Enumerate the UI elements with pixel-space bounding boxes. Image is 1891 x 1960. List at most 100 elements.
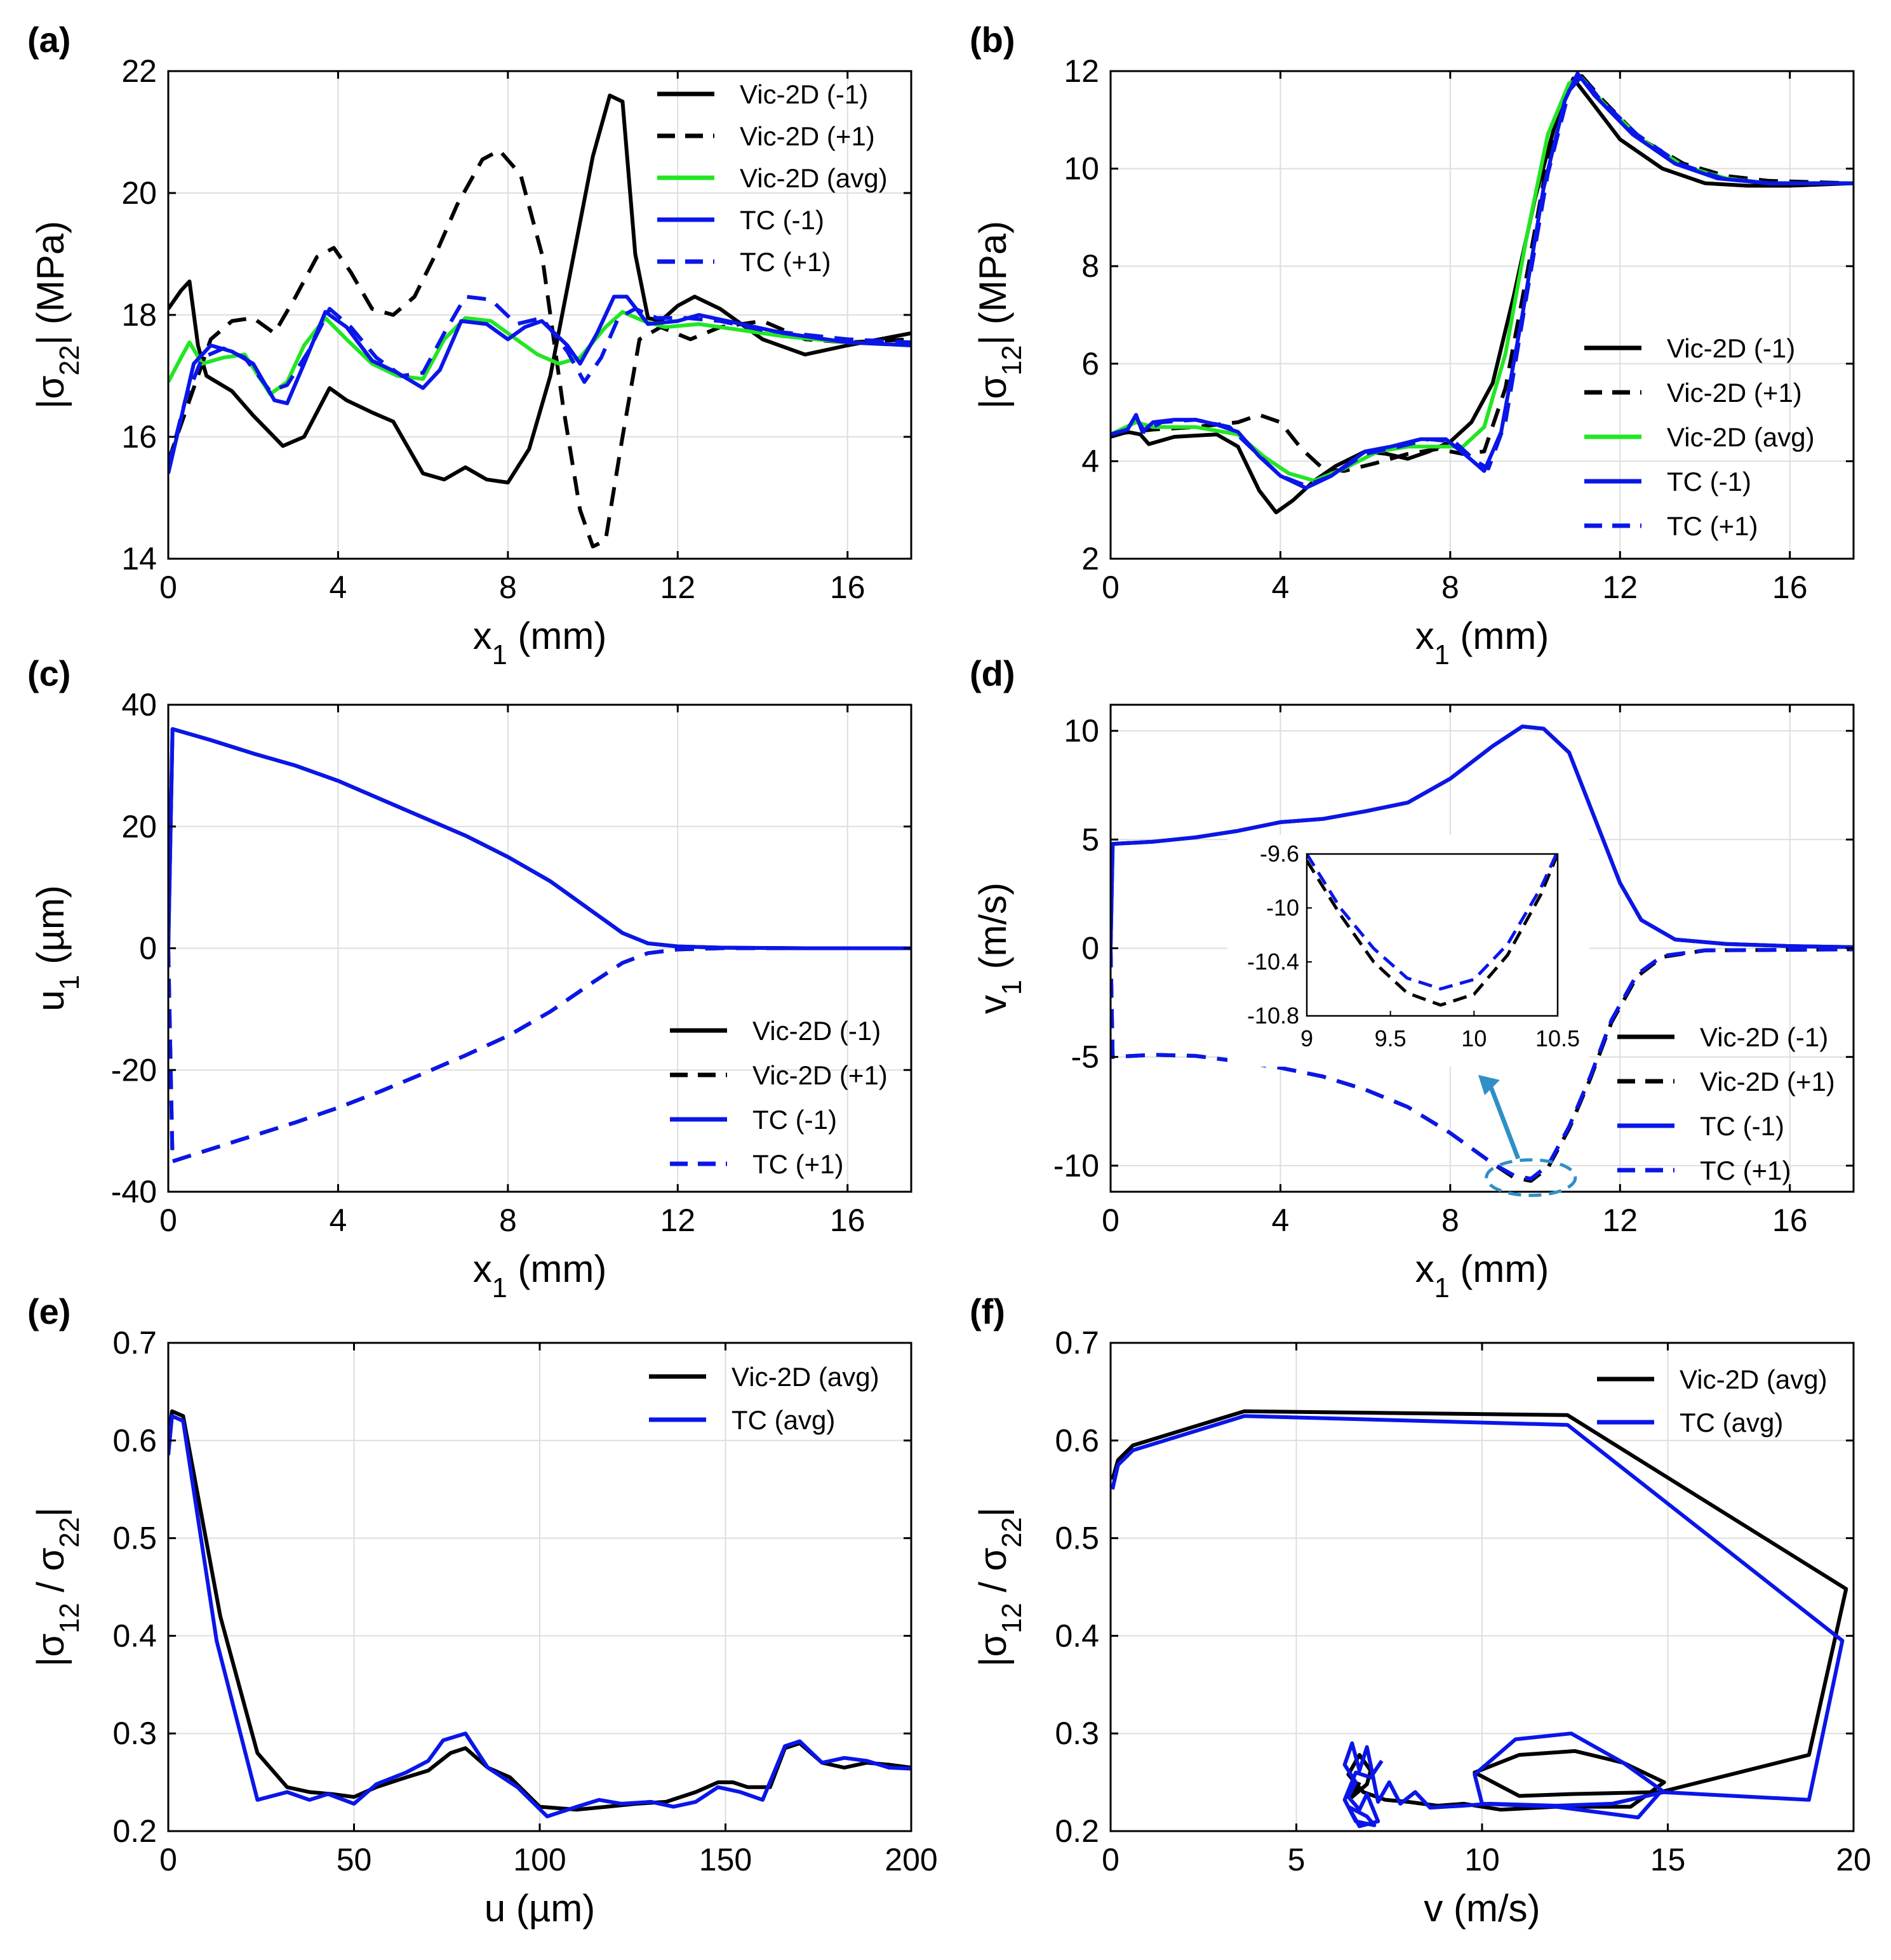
xtick-label: 0 xyxy=(159,1842,177,1877)
x-axis-label-b: x1 (mm) xyxy=(1415,615,1549,670)
inset-series-line-1 xyxy=(1307,854,1558,991)
xtick-label: 15 xyxy=(1650,1842,1686,1877)
zoom-arrow-head xyxy=(1478,1075,1500,1095)
xtick-label: 16 xyxy=(1772,570,1808,605)
legend-label: Vic-2D (-1) xyxy=(740,79,868,109)
series-line-c-2 xyxy=(168,727,911,950)
xtick-label: 4 xyxy=(1272,570,1290,605)
inset-ytick-label: -9.6 xyxy=(1260,841,1299,867)
xtick-label: 0 xyxy=(159,1203,177,1238)
xtick-label: 8 xyxy=(1441,1203,1459,1238)
xtick-label: 4 xyxy=(330,1203,347,1238)
inset-xtick-label: 10 xyxy=(1461,1025,1487,1051)
y-axis-label-c: u1 (µm) xyxy=(29,885,85,1011)
panel-label-a: (a) xyxy=(27,20,70,60)
ytick-label: 6 xyxy=(1081,346,1099,382)
panel-label-c: (c) xyxy=(27,653,70,693)
series-line-e-1 xyxy=(168,1414,911,1818)
legend-b: Vic-2D (-1) Vic-2D (+1) Vic-2D (avg) TC (-1… xyxy=(1584,333,1815,541)
y-axis-label-f: |σ12 / σ22| xyxy=(972,1507,1027,1667)
inset-ytick-label: -10.8 xyxy=(1247,1003,1299,1029)
legend-e: Vic-2D (avg) TC (avg) xyxy=(649,1362,879,1435)
xtick-label: 0 xyxy=(1102,1203,1119,1238)
y-axis-label-b: |σ12| (MPa) xyxy=(972,221,1027,409)
series-line-a-3 xyxy=(168,295,911,474)
ytick-label: -20 xyxy=(111,1052,157,1088)
xtick-label: 16 xyxy=(830,1203,865,1238)
series-line-d-2 xyxy=(1111,724,1854,949)
ytick-label: 0.6 xyxy=(112,1423,157,1458)
xtick-label: 20 xyxy=(1836,1842,1871,1877)
ytick-label: 20 xyxy=(121,175,157,211)
ytick-label: 16 xyxy=(121,419,157,455)
legend-label: TC (avg) xyxy=(1680,1408,1783,1437)
legend-c: Vic-2D (-1) Vic-2D (+1) TC (-1) TC (+1) xyxy=(670,1016,888,1179)
ytick-label: 5 xyxy=(1081,822,1099,857)
xtick-label: 12 xyxy=(660,1203,695,1238)
y-axis-label-a: |σ22| (MPa) xyxy=(29,221,85,409)
axes-box-b xyxy=(1109,70,1855,560)
ytick-label: -5 xyxy=(1071,1039,1099,1075)
xtick-label: 5 xyxy=(1288,1842,1306,1877)
ytick-label: 0.2 xyxy=(112,1813,157,1849)
xtick-label: 100 xyxy=(513,1842,566,1877)
legend-a: Vic-2D (-1) Vic-2D (+1) Vic-2D (avg) TC (-1… xyxy=(657,79,888,277)
legend-label: TC (-1) xyxy=(1667,467,1751,497)
ytick-label: 0.5 xyxy=(112,1521,157,1556)
ytick-label: 14 xyxy=(121,541,157,577)
ytick-label: 0.4 xyxy=(1055,1618,1099,1653)
ytick-label: -10 xyxy=(1053,1148,1099,1183)
y-axis-label-e: |σ12 / σ22| xyxy=(29,1507,85,1667)
panel-c: 0 4 8 12 16 -40 -20 0 20 40 x1 (mm) u1 (µm) (c) Vic-2… xyxy=(27,653,912,1303)
xtick-label: 16 xyxy=(1772,1203,1808,1238)
series-line-d-3 xyxy=(1111,947,1854,1181)
panel-label-f: (f) xyxy=(970,1291,1005,1331)
inset-ytick-label: -10 xyxy=(1266,895,1299,921)
ytick-label: 0 xyxy=(139,931,157,966)
ytick-label: 0.5 xyxy=(1055,1521,1099,1556)
ytick-label: 0 xyxy=(1081,931,1099,966)
legend-d: Vic-2D (-1) Vic-2D (+1) TC (-1) TC (+1) xyxy=(1617,1022,1835,1185)
legend-label: TC (-1) xyxy=(752,1105,837,1135)
series-group-e xyxy=(168,1409,911,1818)
legend-label: TC (avg) xyxy=(732,1405,835,1435)
legend-label: TC (+1) xyxy=(740,247,831,277)
legend-label: TC (-1) xyxy=(1700,1111,1784,1141)
legend-label: Vic-2D (-1) xyxy=(752,1016,881,1046)
series-group-d xyxy=(1111,724,1854,1183)
legend-label: Vic-2D (-1) xyxy=(1700,1022,1828,1052)
legend-label: Vic-2D (+1) xyxy=(1667,378,1802,408)
legend-label: Vic-2D (+1) xyxy=(740,121,875,151)
y-axis-label-d: v1 (m/s) xyxy=(972,883,1027,1014)
series-line-b-4 xyxy=(1111,74,1854,488)
legend-label: TC (+1) xyxy=(752,1149,844,1179)
series-line-c-3 xyxy=(168,946,911,1164)
panel-f: 0 5 10 15 20 0.2 0.3 0.4 0.5 0.6 0.7 v (m/s) |σ12 / … xyxy=(970,1291,1871,1930)
inset-xtick-label: 9 xyxy=(1300,1025,1313,1051)
ytick-label: 10 xyxy=(1064,713,1099,749)
inset-background xyxy=(1227,835,1589,1067)
ytick-label: 2 xyxy=(1081,541,1099,577)
series-line-f-0 xyxy=(1111,1409,1848,1812)
legend-label: Vic-2D (avg) xyxy=(732,1362,879,1392)
x-axis-label-c: x1 (mm) xyxy=(473,1248,607,1303)
ytick-label: 18 xyxy=(121,297,157,333)
legend-label: TC (+1) xyxy=(1700,1156,1791,1185)
legend-label: Vic-2D (avg) xyxy=(1680,1364,1828,1394)
ytick-label: 40 xyxy=(121,687,157,723)
x-axis-label-e: u (µm) xyxy=(484,1887,596,1930)
panel-label-d: (d) xyxy=(970,653,1015,693)
xtick-label: 16 xyxy=(830,570,865,605)
ytick-label: 0.7 xyxy=(112,1325,157,1361)
legend-f: Vic-2D (avg) TC (avg) xyxy=(1597,1364,1828,1437)
ytick-label: 4 xyxy=(1081,443,1099,479)
legend-label: TC (-1) xyxy=(740,205,824,235)
xtick-label: 4 xyxy=(1272,1203,1290,1238)
xtick-label: 8 xyxy=(499,1203,517,1238)
series-group-c xyxy=(168,727,911,1164)
xtick-label: 0 xyxy=(1102,1842,1119,1877)
legend-label: Vic-2D (+1) xyxy=(752,1060,888,1090)
xtick-label: 12 xyxy=(660,570,695,605)
legend-label: Vic-2D (avg) xyxy=(1667,422,1815,452)
